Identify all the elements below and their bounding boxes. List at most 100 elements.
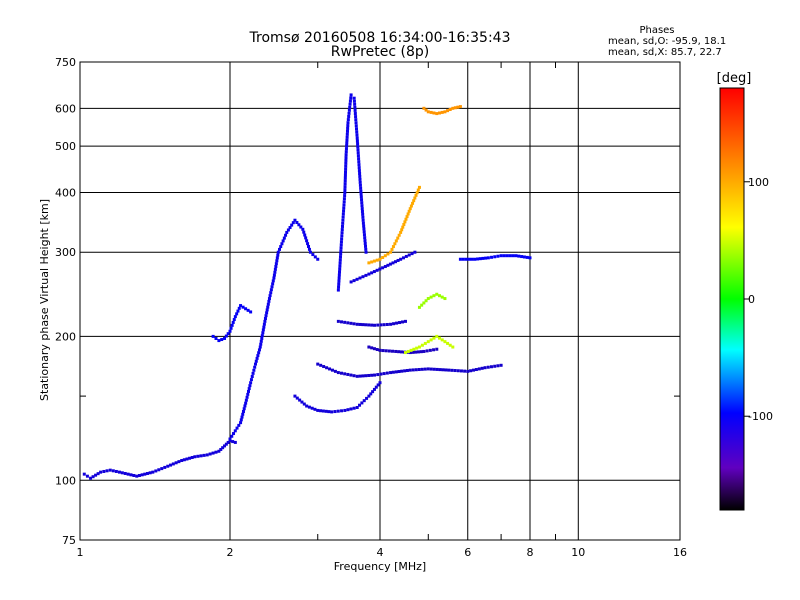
data-point xyxy=(307,247,311,251)
data-point xyxy=(199,454,203,458)
data-point xyxy=(343,372,347,376)
data-point xyxy=(337,279,341,283)
data-point xyxy=(137,473,141,477)
data-point xyxy=(293,218,297,222)
data-point xyxy=(245,395,249,399)
data-point xyxy=(426,110,430,114)
data-point xyxy=(336,409,340,413)
data-point xyxy=(253,365,257,369)
data-point xyxy=(288,226,292,230)
data-point xyxy=(356,145,360,149)
data-point xyxy=(252,368,256,372)
data-point xyxy=(313,407,317,411)
data-point xyxy=(273,267,277,271)
data-point xyxy=(356,151,360,155)
data-point xyxy=(437,336,441,340)
data-point xyxy=(400,228,404,232)
data-point xyxy=(409,348,413,352)
data-point xyxy=(254,359,258,363)
data-point xyxy=(447,368,451,372)
data-point xyxy=(338,261,342,265)
data-point xyxy=(363,241,367,245)
data-point xyxy=(367,272,371,276)
chart-subtitle: RwPretec (8p) xyxy=(331,44,429,60)
data-point xyxy=(349,96,353,100)
data-point xyxy=(275,256,279,260)
data-point xyxy=(363,236,367,240)
data-point xyxy=(235,312,239,316)
data-point xyxy=(353,105,357,109)
data-point xyxy=(443,110,447,114)
data-point xyxy=(271,279,275,283)
data-point xyxy=(406,349,410,353)
data-point xyxy=(211,451,215,455)
data-point xyxy=(266,302,270,306)
data-point xyxy=(399,350,403,354)
x-axis-label: Frequency [MHz] xyxy=(334,560,426,573)
data-point xyxy=(496,364,500,368)
data-point xyxy=(279,245,283,249)
data-point xyxy=(367,323,371,327)
data-point xyxy=(305,404,309,408)
data-point xyxy=(240,415,244,419)
data-point xyxy=(456,105,460,109)
data-point xyxy=(231,440,235,444)
y-axis-label: Stationary phase Virtual Height [km] xyxy=(38,199,51,401)
data-point xyxy=(157,468,161,472)
data-point xyxy=(360,207,364,211)
data-point xyxy=(337,276,341,280)
data-point xyxy=(395,321,399,325)
data-point xyxy=(401,320,405,324)
data-point xyxy=(435,112,439,116)
data-point xyxy=(338,267,342,271)
data-point xyxy=(211,334,215,338)
data-point xyxy=(180,458,184,462)
data-point xyxy=(407,253,411,257)
data-point xyxy=(375,268,379,272)
data-point xyxy=(391,245,395,249)
data-point xyxy=(305,239,309,243)
data-point xyxy=(249,378,253,382)
data-point xyxy=(463,369,467,373)
data-point xyxy=(361,215,365,219)
x-tick-label: 4 xyxy=(377,546,384,559)
y-tick-label: 100 xyxy=(55,474,76,487)
data-point xyxy=(361,221,365,225)
data-point xyxy=(390,247,394,251)
data-point xyxy=(385,322,389,326)
data-point xyxy=(389,250,393,254)
data-point xyxy=(443,340,447,344)
data-point xyxy=(344,153,348,157)
data-point xyxy=(508,254,512,258)
data-point xyxy=(448,343,452,347)
data-point xyxy=(423,367,427,371)
data-point xyxy=(374,385,378,389)
data-point xyxy=(271,282,275,286)
data-point xyxy=(416,350,420,354)
y-tick-label: 75 xyxy=(62,534,76,547)
data-point xyxy=(246,389,250,393)
chart-title: Tromsø 20160508 16:34:00-16:35:43 xyxy=(249,30,511,46)
data-point xyxy=(389,322,393,326)
data-point xyxy=(451,106,455,110)
data-point xyxy=(343,182,347,186)
data-point xyxy=(514,254,518,258)
data-point xyxy=(352,406,356,410)
data-point xyxy=(244,307,248,311)
data-point xyxy=(229,326,233,330)
x-tick-label: 16 xyxy=(673,546,687,559)
data-point xyxy=(355,127,359,131)
data-point xyxy=(456,369,460,373)
data-point xyxy=(163,465,167,469)
data-point xyxy=(360,201,364,205)
data-point xyxy=(432,336,436,340)
data-point xyxy=(370,271,374,275)
data-point xyxy=(459,369,463,373)
data-point xyxy=(343,179,347,183)
data-point xyxy=(369,392,373,396)
data-point xyxy=(249,310,253,314)
y-axis: 75 100 200 300 400 500 600 750 xyxy=(55,56,680,547)
data-point xyxy=(470,257,474,261)
data-point xyxy=(511,254,515,258)
data-point xyxy=(307,244,311,248)
